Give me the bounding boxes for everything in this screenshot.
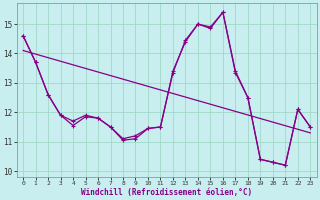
X-axis label: Windchill (Refroidissement éolien,°C): Windchill (Refroidissement éolien,°C)	[81, 188, 252, 197]
